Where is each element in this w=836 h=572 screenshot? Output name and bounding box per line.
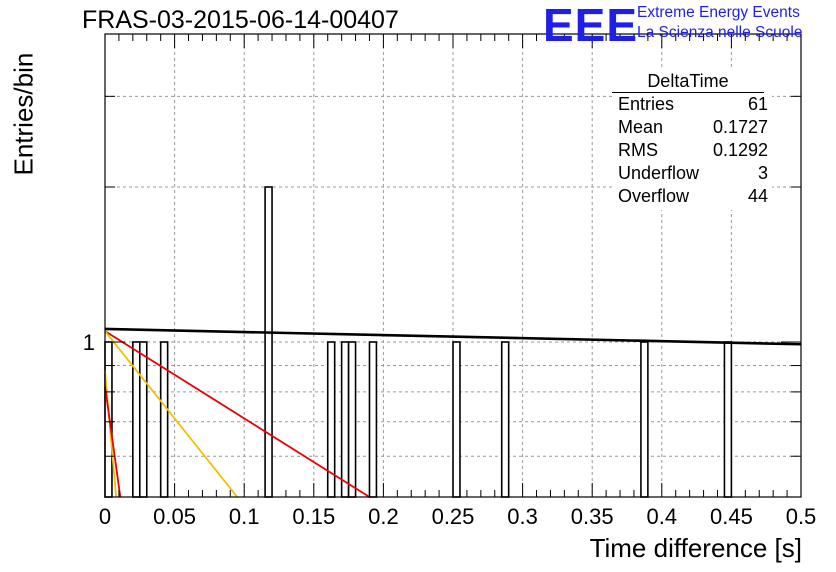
x-tick-label: 0.4 (647, 504, 678, 529)
y-tick-label: 1 (83, 330, 95, 355)
stats-label: RMS (618, 140, 658, 160)
fit-line (104, 327, 802, 346)
stats-row-rms: RMS 0.1292 (612, 139, 772, 162)
x-tick-label: 0.35 (571, 504, 614, 529)
stats-value: 61 (747, 94, 768, 114)
histogram-bar (264, 186, 273, 498)
x-axis-label: Time difference [s] (589, 533, 802, 563)
stats-title: DeltaTime (612, 70, 764, 93)
stats-row-mean: Mean 0.1727 (612, 116, 772, 139)
x-tick-label: 0.15 (292, 504, 335, 529)
stats-box: DeltaTime Entries 61 Mean 0.1727 RMS 0.1… (612, 70, 772, 210)
x-tick-label: 0.5 (786, 504, 817, 529)
x-tick-label: 0.05 (153, 504, 196, 529)
histogram-bar (340, 341, 350, 498)
x-tick-label: 0.3 (507, 504, 538, 529)
eee-logo: EEE (543, 0, 639, 51)
y-axis-label: Entries/bin (8, 52, 39, 176)
x-tick-label: 0 (99, 504, 111, 529)
logo-line-1: Extreme Energy Events (637, 4, 800, 21)
stats-row-entries: Entries 61 (612, 93, 772, 116)
stats-label: Overflow (618, 186, 690, 206)
chart-title: FRAS-03-2015-06-14-00407 (82, 6, 399, 34)
histogram-bar (347, 341, 357, 498)
x-tick-labels: 0 0.05 0.1 0.15 0.2 0.25 0.3 0.35 0.4 0.45 0.5 (99, 504, 816, 529)
histogram-bar (139, 341, 148, 498)
x-tick-label: 0.1 (229, 504, 260, 529)
stats-row-overflow: Overflow 44 (612, 185, 772, 208)
fit-line (104, 386, 122, 498)
logo-line-2: La Scienza nelle Scuole (637, 24, 803, 41)
stats-value: 3 (757, 163, 768, 183)
stats-value: 0.1727 (712, 117, 768, 137)
histogram-bar (159, 341, 169, 498)
x-tick-label: 0.45 (710, 504, 753, 529)
stats-label: Mean (618, 117, 664, 137)
stats-value: 0.1292 (712, 140, 768, 160)
histogram-bar (132, 341, 141, 498)
histogram-bar (452, 341, 461, 498)
y-tick-labels: 1 (83, 330, 95, 355)
histogram-bar (500, 341, 510, 498)
x-tick-label: 0.2 (368, 504, 399, 529)
stats-label: Entries (618, 94, 675, 114)
stats-value: 44 (747, 186, 768, 206)
axis-ticks (104, 34, 802, 497)
histogram-bar (723, 341, 733, 498)
stats-row-underflow: Underflow 3 (612, 162, 772, 185)
stats-label: Underflow (618, 163, 700, 183)
histogram-bar (640, 341, 649, 498)
fit-line (104, 330, 370, 498)
fit-line (104, 330, 238, 498)
histogram-bar (368, 341, 378, 498)
x-tick-label: 0.25 (432, 504, 475, 529)
